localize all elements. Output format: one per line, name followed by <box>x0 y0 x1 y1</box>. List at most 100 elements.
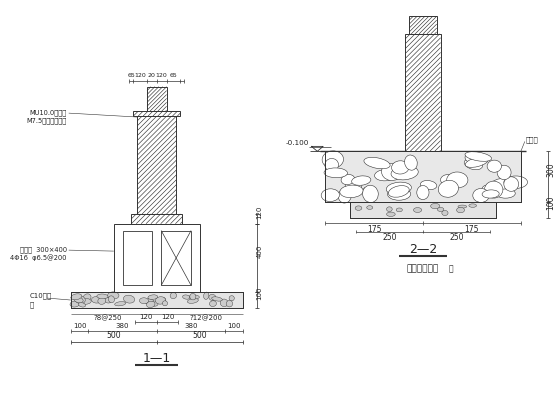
Text: 100: 100 <box>256 286 263 300</box>
Ellipse shape <box>388 188 410 200</box>
Ellipse shape <box>456 207 465 213</box>
Ellipse shape <box>441 174 459 186</box>
Text: 65: 65 <box>170 74 178 79</box>
Ellipse shape <box>352 176 371 185</box>
Ellipse shape <box>496 189 515 198</box>
Ellipse shape <box>321 189 339 202</box>
Text: 175: 175 <box>367 225 381 234</box>
Text: 300: 300 <box>547 162 556 177</box>
Ellipse shape <box>413 207 422 213</box>
Text: ?12@200: ?12@200 <box>189 315 222 321</box>
Ellipse shape <box>465 157 488 168</box>
Ellipse shape <box>391 166 418 180</box>
Ellipse shape <box>391 161 409 174</box>
Ellipse shape <box>458 205 466 208</box>
Text: 500: 500 <box>193 331 207 340</box>
Ellipse shape <box>346 178 362 192</box>
Ellipse shape <box>212 297 222 301</box>
Ellipse shape <box>504 177 519 192</box>
Ellipse shape <box>109 296 114 303</box>
Ellipse shape <box>363 187 375 195</box>
Ellipse shape <box>78 303 86 307</box>
Bar <box>133 111 180 116</box>
Ellipse shape <box>489 178 512 195</box>
Ellipse shape <box>148 295 158 299</box>
Bar <box>161 231 191 285</box>
Text: 250: 250 <box>449 234 464 242</box>
Ellipse shape <box>226 300 233 307</box>
Text: 100: 100 <box>227 323 241 329</box>
Ellipse shape <box>386 182 412 195</box>
Ellipse shape <box>98 297 106 304</box>
Ellipse shape <box>139 298 148 304</box>
Ellipse shape <box>123 295 135 303</box>
Ellipse shape <box>447 172 468 188</box>
Ellipse shape <box>71 294 82 300</box>
Text: 地圈梁  300×400: 地圈梁 300×400 <box>20 247 67 253</box>
Ellipse shape <box>209 301 217 307</box>
Bar <box>123 231 152 285</box>
Ellipse shape <box>465 153 479 163</box>
Ellipse shape <box>75 296 85 304</box>
Ellipse shape <box>482 185 494 196</box>
Bar <box>349 202 496 218</box>
Bar <box>325 151 521 202</box>
Ellipse shape <box>108 292 119 299</box>
Ellipse shape <box>396 208 402 212</box>
Text: 175: 175 <box>465 225 479 234</box>
Ellipse shape <box>386 212 395 216</box>
Text: 380: 380 <box>116 323 129 329</box>
Ellipse shape <box>115 302 125 306</box>
Ellipse shape <box>74 297 83 303</box>
Text: 示: 示 <box>449 265 453 274</box>
Ellipse shape <box>162 301 167 306</box>
Ellipse shape <box>83 294 91 301</box>
Ellipse shape <box>465 152 492 161</box>
Text: 500: 500 <box>106 331 121 340</box>
Ellipse shape <box>469 204 477 207</box>
Bar <box>349 202 496 218</box>
Ellipse shape <box>105 297 112 303</box>
Text: 400: 400 <box>256 244 263 258</box>
Text: 阳台栏板基础: 阳台栏板基础 <box>407 265 439 274</box>
Ellipse shape <box>488 185 502 193</box>
Text: 建筑键: 建筑键 <box>526 136 539 143</box>
Ellipse shape <box>156 297 166 304</box>
Ellipse shape <box>504 176 528 189</box>
Ellipse shape <box>183 295 190 299</box>
Text: 2—2: 2—2 <box>409 243 437 256</box>
Ellipse shape <box>325 158 339 171</box>
Ellipse shape <box>147 301 155 307</box>
Text: 250: 250 <box>382 234 397 242</box>
Text: 20: 20 <box>148 74 156 79</box>
Text: 120: 120 <box>139 314 153 320</box>
Ellipse shape <box>161 297 166 302</box>
Ellipse shape <box>91 297 101 303</box>
Ellipse shape <box>189 295 199 299</box>
Ellipse shape <box>341 175 354 185</box>
Ellipse shape <box>70 301 80 307</box>
Ellipse shape <box>473 189 489 202</box>
Ellipse shape <box>340 185 363 198</box>
Ellipse shape <box>381 164 402 181</box>
Text: 4Φ16  φ6.5@200: 4Φ16 φ6.5@200 <box>10 255 67 261</box>
Ellipse shape <box>375 169 396 181</box>
Text: M7.5水泥砂浆砌筑: M7.5水泥砂浆砌筑 <box>26 118 67 124</box>
Ellipse shape <box>421 181 437 190</box>
Ellipse shape <box>220 299 228 307</box>
Ellipse shape <box>151 301 158 306</box>
Text: 65: 65 <box>128 74 136 79</box>
Text: MU10.0灰砂砖: MU10.0灰砂砖 <box>30 110 67 116</box>
Ellipse shape <box>363 185 379 202</box>
Ellipse shape <box>188 299 198 303</box>
Bar <box>114 224 200 292</box>
Ellipse shape <box>190 294 196 300</box>
Text: 120: 120 <box>256 205 263 219</box>
Ellipse shape <box>364 158 390 169</box>
Ellipse shape <box>97 294 108 299</box>
Text: 100: 100 <box>547 195 556 210</box>
Ellipse shape <box>389 186 409 197</box>
Text: 120: 120 <box>156 74 167 79</box>
Bar <box>147 87 166 111</box>
Ellipse shape <box>170 293 176 299</box>
